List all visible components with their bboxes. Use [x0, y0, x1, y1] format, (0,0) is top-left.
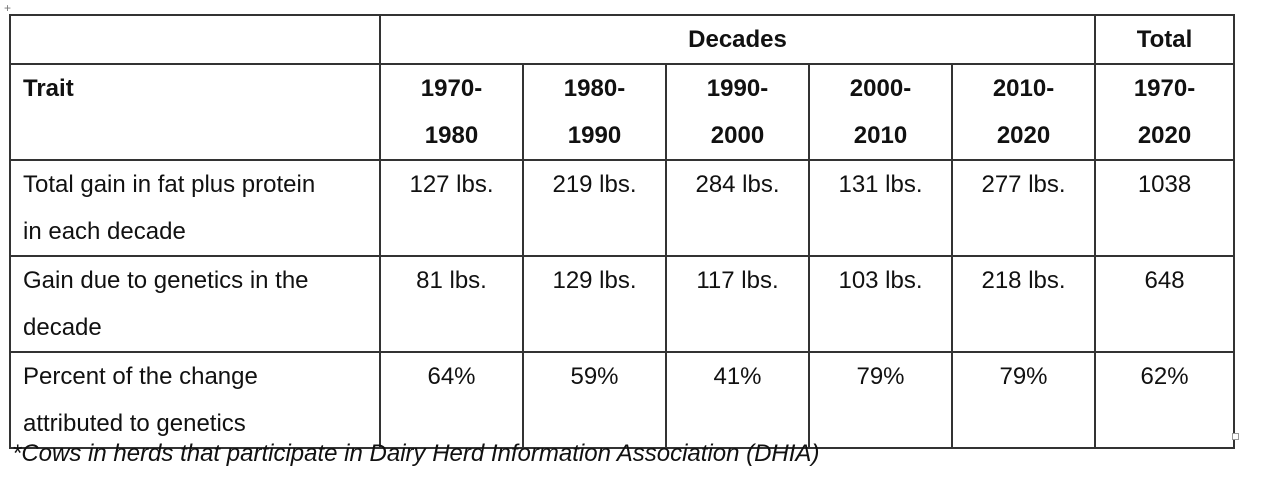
- year-end: 2010: [853, 122, 908, 149]
- year-start: 2000-: [849, 75, 912, 102]
- trait-header: Trait: [9, 63, 381, 161]
- year-start: 1970-: [1133, 75, 1196, 102]
- year-header-1990: 1990- 2000: [665, 63, 810, 161]
- year-end: 2000: [710, 122, 765, 149]
- table-row-percent-genetics: Percent of the change attributed to gene…: [9, 351, 1236, 449]
- value-cell: 81 lbs.: [379, 255, 524, 353]
- trait-line: in each decade: [23, 218, 186, 245]
- year-start: 1990-: [706, 75, 769, 102]
- total-text: 62%: [1140, 363, 1189, 390]
- value-cell: 277 lbs.: [950, 159, 1097, 257]
- value-text: 103 lbs.: [838, 267, 923, 294]
- value-text: 284 lbs.: [695, 171, 780, 198]
- value-text: 131 lbs.: [838, 171, 923, 198]
- value-cell: 129 lbs.: [522, 255, 667, 353]
- total-header: Total: [1094, 14, 1236, 65]
- table-row-total-gain: Total gain in fat plus protein in each d…: [9, 159, 1236, 257]
- year-start: 1980-: [563, 75, 626, 102]
- value-text: 277 lbs.: [981, 171, 1066, 198]
- trait-line: Total gain in fat plus protein: [23, 171, 316, 198]
- value-text: 79%: [856, 363, 905, 390]
- header-row-decades: Decades Total: [9, 14, 1236, 65]
- genetics-gain-table: Decades Total Trait 1970- 1980 1980- 199…: [9, 14, 1236, 449]
- value-text: 218 lbs.: [981, 267, 1066, 294]
- total-text: 1038: [1137, 171, 1192, 198]
- value-cell: 284 lbs.: [665, 159, 810, 257]
- value-cell: 64%: [379, 351, 524, 449]
- value-cell: 103 lbs.: [808, 255, 953, 353]
- value-text: 79%: [999, 363, 1048, 390]
- value-cell: 79%: [950, 351, 1097, 449]
- value-text: 129 lbs.: [552, 267, 637, 294]
- year-header-1970: 1970- 1980: [379, 63, 524, 161]
- trait-line: attributed to genetics: [23, 410, 246, 437]
- total-cell: 648: [1094, 255, 1236, 353]
- trait-line: Percent of the change: [23, 363, 258, 390]
- value-cell: 117 lbs.: [665, 255, 810, 353]
- value-cell: 219 lbs.: [522, 159, 667, 257]
- value-cell: 131 lbs.: [808, 159, 953, 257]
- table-resize-handle[interactable]: [1232, 433, 1239, 440]
- header-row-years: Trait 1970- 1980 1980- 1990 1990- 2000 2…: [9, 63, 1236, 161]
- trait-cell: Percent of the change attributed to gene…: [9, 351, 381, 449]
- trait-cell: Total gain in fat plus protein in each d…: [9, 159, 381, 257]
- value-cell: 79%: [808, 351, 953, 449]
- year-end: 2020: [996, 122, 1051, 149]
- total-header-label: Total: [1136, 26, 1193, 53]
- value-text: 81 lbs.: [416, 267, 487, 294]
- empty-header-cell: [9, 14, 381, 65]
- value-cell: 41%: [665, 351, 810, 449]
- value-text: 219 lbs.: [552, 171, 637, 198]
- value-text: 127 lbs.: [409, 171, 494, 198]
- trait-header-label: Trait: [23, 75, 74, 102]
- total-range-header: 1970- 2020: [1094, 63, 1236, 161]
- value-cell: 59%: [522, 351, 667, 449]
- year-header-2000: 2000- 2010: [808, 63, 953, 161]
- year-end: 2020: [1137, 122, 1192, 149]
- table-footnote: *Cows in herds that participate in Dairy…: [12, 440, 820, 467]
- value-text: 59%: [570, 363, 619, 390]
- value-text: 64%: [427, 363, 476, 390]
- table-row-genetic-gain: Gain due to genetics in the decade 81 lb…: [9, 255, 1236, 353]
- year-start: 2010-: [992, 75, 1055, 102]
- year-header-1980: 1980- 1990: [522, 63, 667, 161]
- year-start: 1970-: [420, 75, 483, 102]
- decades-header-label: Decades: [688, 26, 787, 53]
- total-cell: 1038: [1094, 159, 1236, 257]
- year-header-2010: 2010- 2020: [950, 63, 1097, 161]
- value-cell: 127 lbs.: [379, 159, 524, 257]
- trait-cell: Gain due to genetics in the decade: [9, 255, 381, 353]
- corner-mark: +: [4, 1, 12, 15]
- year-end: 1990: [567, 122, 622, 149]
- value-text: 41%: [713, 363, 762, 390]
- year-end: 1980: [424, 122, 479, 149]
- total-cell: 62%: [1094, 351, 1236, 449]
- total-text: 648: [1144, 267, 1185, 294]
- trait-line: decade: [23, 314, 102, 341]
- value-text: 117 lbs.: [696, 267, 779, 294]
- value-cell: 218 lbs.: [950, 255, 1097, 353]
- decades-header: Decades: [378, 14, 1097, 65]
- trait-line: Gain due to genetics in the: [23, 267, 309, 294]
